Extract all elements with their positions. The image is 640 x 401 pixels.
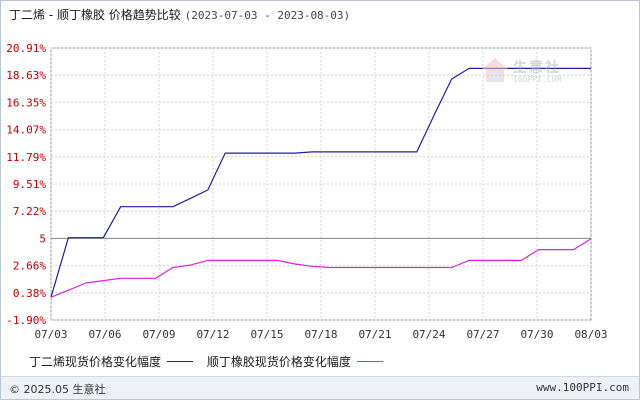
series-line-rubber — [50, 238, 592, 298]
y-tick-label: 20.91% — [6, 42, 46, 55]
chart-title: 丁二烯 - 顺丁橡胶 价格趋势比较 (2023-07-03 - 2023-08-… — [9, 6, 350, 23]
y-tick-label: 14.07% — [6, 124, 46, 137]
legend-label-rubber: 顺丁橡胶现货价格变化幅度 — [206, 355, 351, 369]
y-tick-label: 2.66% — [13, 260, 46, 273]
y-tick-label: -1.90% — [6, 314, 46, 327]
watermark: 生意社 100PPI.COM — [481, 57, 561, 87]
legend-item-butadiene: 丁二烯现货价格变化幅度 — [29, 353, 194, 370]
y-tick-label: 18.63% — [6, 69, 46, 82]
y-tick-label: 5 — [39, 232, 46, 245]
x-tick-label: 07/30 — [520, 328, 553, 341]
x-tick-label: 07/21 — [358, 328, 391, 341]
footer-site-link[interactable]: www.100PPI.com — [536, 381, 629, 394]
chart-date-range: (2023-07-03 - 2023-08-03) — [184, 9, 351, 22]
legend-swatch-butadiene — [167, 361, 194, 362]
y-tick-label: 7.22% — [13, 205, 46, 218]
x-tick-label: 07/03 — [34, 328, 67, 341]
x-tick-label: 07/09 — [142, 328, 175, 341]
house-logo-icon — [482, 58, 508, 82]
legend-swatch-rubber — [356, 361, 383, 362]
y-tick-label: 0.38% — [13, 287, 46, 300]
legend-label-butadiene: 丁二烯现货价格变化幅度 — [29, 355, 162, 369]
y-tick-label: 11.79% — [6, 151, 46, 164]
x-tick-label: 07/12 — [196, 328, 229, 341]
watermark-url: 100PPI.COM — [513, 75, 562, 84]
x-tick-label: 07/24 — [412, 328, 445, 341]
x-tick-label: 07/06 — [88, 328, 121, 341]
x-tick-label: 07/18 — [304, 328, 337, 341]
footer-copyright: © 2025.05 生意社 — [9, 383, 106, 396]
x-tick-label: 07/27 — [466, 328, 499, 341]
x-tick-label: 07/15 — [250, 328, 283, 341]
legend-item-rubber: 顺丁橡胶现货价格变化幅度 — [207, 353, 383, 370]
chart-title-text: 丁二烯 - 顺丁橡胶 价格趋势比较 — [9, 8, 181, 22]
chart-legend: 丁二烯现货价格变化幅度 顺丁橡胶现货价格变化幅度 — [29, 353, 393, 370]
x-tick-label: 08/03 — [574, 328, 607, 341]
y-tick-label: 16.35% — [6, 96, 46, 109]
watermark-name: 生意社 — [513, 60, 561, 76]
y-tick-label: 9.51% — [13, 178, 46, 191]
footer: © 2025.05 生意社 www.100PPI.com — [1, 376, 639, 399]
